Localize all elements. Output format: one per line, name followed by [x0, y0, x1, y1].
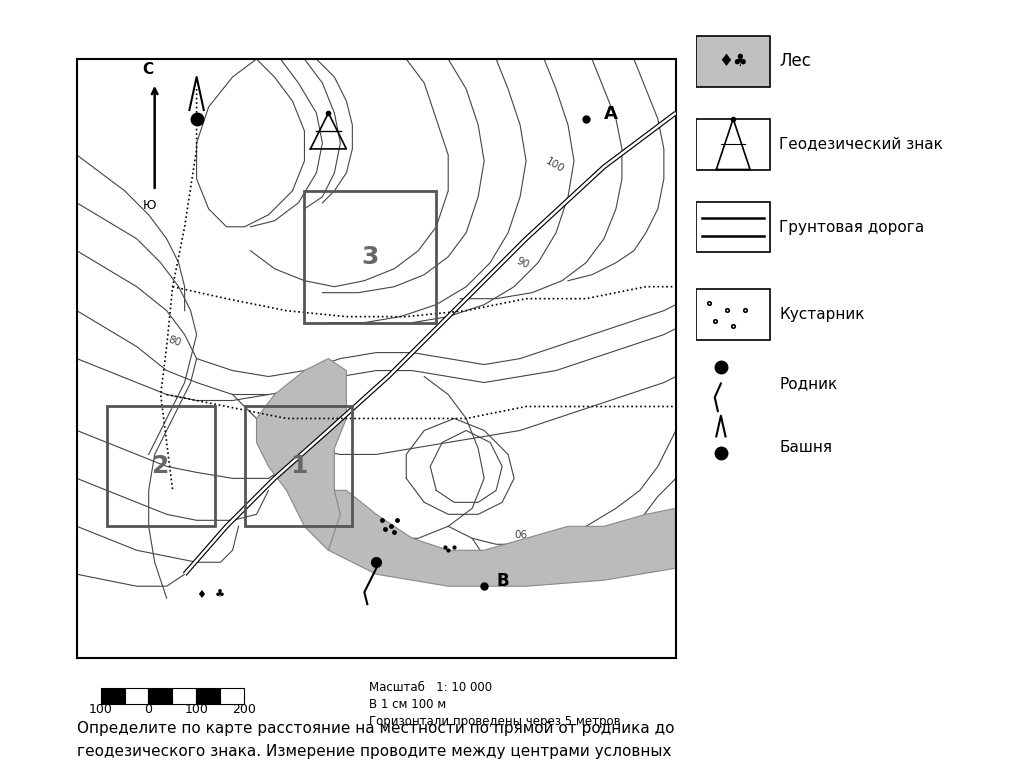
Bar — [696, 36, 770, 87]
Text: 2: 2 — [152, 454, 169, 479]
Text: A: A — [604, 105, 617, 123]
Bar — [245, 407, 352, 526]
Text: 100: 100 — [184, 703, 208, 716]
Bar — [696, 119, 770, 170]
Bar — [148, 688, 172, 704]
Bar — [106, 407, 215, 526]
Bar — [696, 202, 770, 252]
Text: Родник: Родник — [779, 376, 838, 391]
Text: Горизонтали проведены через 5 метров: Горизонтали проведены через 5 метров — [369, 715, 621, 728]
Polygon shape — [256, 359, 346, 550]
Text: Ю: Ю — [142, 199, 157, 212]
Text: 80: 80 — [167, 334, 182, 348]
Text: ♣: ♣ — [215, 590, 224, 601]
Bar — [100, 688, 125, 704]
Text: Кустарник: Кустарник — [779, 307, 864, 322]
Bar — [220, 688, 244, 704]
Bar — [172, 688, 197, 704]
Text: В 1 см 100 м: В 1 см 100 м — [369, 698, 445, 711]
Text: Башня: Башня — [779, 440, 833, 456]
Text: С: С — [142, 62, 154, 77]
Text: Масштаб   1: 10 000: Масштаб 1: 10 000 — [369, 681, 492, 694]
Text: Определите по карте расстояние на местности по прямой от родника до
геодезическо: Определите по карте расстояние на местно… — [77, 721, 728, 767]
Text: 200: 200 — [232, 703, 256, 716]
Text: ♦♣: ♦♣ — [718, 52, 749, 71]
Polygon shape — [304, 490, 676, 586]
Text: B: B — [497, 572, 509, 591]
Bar — [696, 289, 770, 340]
Bar — [304, 191, 436, 323]
Text: 0: 0 — [144, 703, 153, 716]
Text: 100: 100 — [544, 156, 566, 175]
Text: 3: 3 — [361, 245, 379, 268]
Text: Грунтовая дорога: Грунтовая дорога — [779, 219, 925, 235]
Text: ♦: ♦ — [197, 590, 207, 601]
Text: Лес: Лес — [779, 52, 811, 71]
Bar — [197, 688, 220, 704]
Bar — [125, 688, 148, 704]
Text: 06: 06 — [514, 530, 527, 540]
Text: 1: 1 — [290, 454, 307, 479]
Text: 100: 100 — [89, 703, 113, 716]
Text: 90: 90 — [514, 256, 530, 271]
Text: Геодезический знак: Геодезический знак — [779, 137, 943, 152]
